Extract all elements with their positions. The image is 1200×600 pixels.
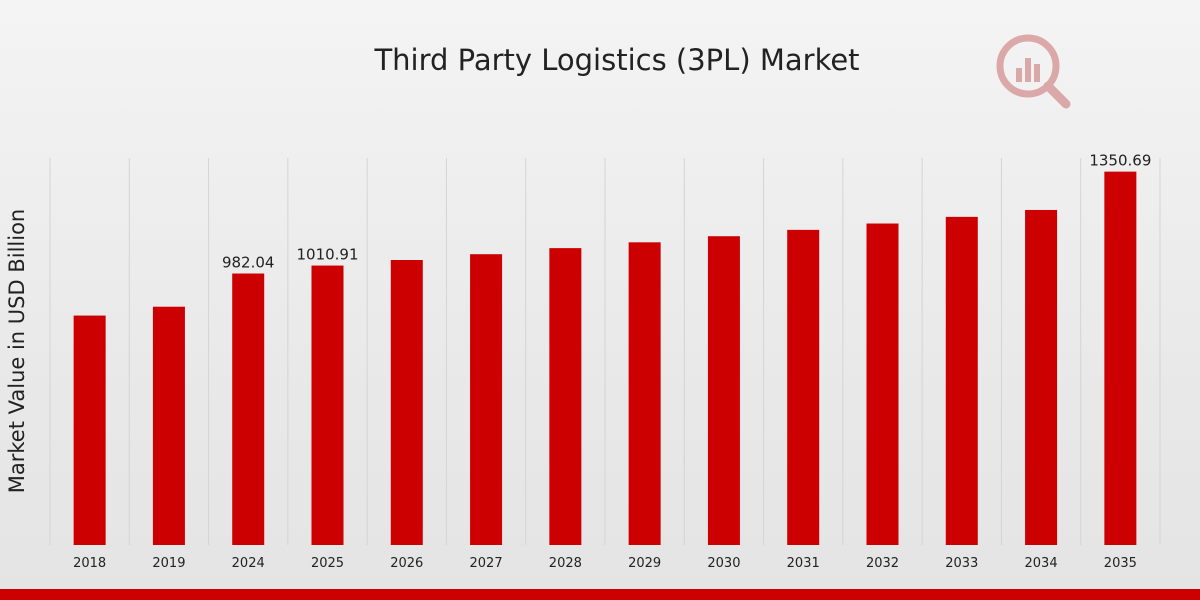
bar-2025 bbox=[311, 265, 344, 545]
bar-2024 bbox=[232, 273, 265, 545]
x-tick-label: 2027 bbox=[470, 556, 503, 571]
market-research-logo-icon bbox=[990, 28, 1074, 112]
x-tick-label: 2034 bbox=[1025, 556, 1058, 571]
bar-2029 bbox=[628, 242, 661, 545]
bar-2030 bbox=[707, 236, 740, 545]
bar-2032 bbox=[866, 223, 899, 546]
x-tick-label: 2029 bbox=[628, 556, 661, 571]
x-tick-label: 2032 bbox=[866, 556, 899, 571]
data-label: 982.04 bbox=[222, 254, 275, 272]
bar-2027 bbox=[470, 254, 503, 545]
x-tick-label: 2031 bbox=[787, 556, 820, 571]
x-tick-label: 2035 bbox=[1104, 556, 1137, 571]
x-tick-label: 2033 bbox=[945, 556, 978, 571]
x-tick-label: 2028 bbox=[549, 556, 582, 571]
y-axis-label: Market Value in USD Billion bbox=[5, 209, 29, 493]
bar-2034 bbox=[1025, 209, 1058, 545]
bar-2028 bbox=[549, 248, 582, 545]
bar-2018 bbox=[73, 315, 106, 545]
gridlines bbox=[49, 158, 1161, 545]
bar-2026 bbox=[390, 260, 423, 545]
x-tick-label: 2026 bbox=[390, 556, 423, 571]
bars bbox=[73, 171, 1137, 546]
data-labels: 982.04 1010.91 1350.69 bbox=[222, 152, 1151, 272]
bar-2031 bbox=[787, 229, 820, 545]
data-label: 1010.91 bbox=[296, 246, 358, 264]
bar-2033 bbox=[945, 216, 978, 546]
bar-2019 bbox=[152, 306, 185, 545]
bottom-accent-bar bbox=[0, 589, 1200, 600]
x-tick-label: 2030 bbox=[707, 556, 740, 571]
x-tick-labels: 2018 2019 2024 2025 2026 2027 2028 2029 2030 2031… bbox=[73, 556, 1137, 571]
bar-2035 bbox=[1104, 171, 1137, 546]
x-tick-label: 2024 bbox=[232, 556, 265, 571]
x-tick-label: 2025 bbox=[311, 556, 344, 571]
x-tick-label: 2018 bbox=[73, 556, 106, 571]
data-label: 1350.69 bbox=[1089, 152, 1151, 170]
x-tick-label: 2019 bbox=[152, 556, 185, 571]
chart-title: Third Party Logistics (3PL) Market bbox=[373, 43, 859, 77]
